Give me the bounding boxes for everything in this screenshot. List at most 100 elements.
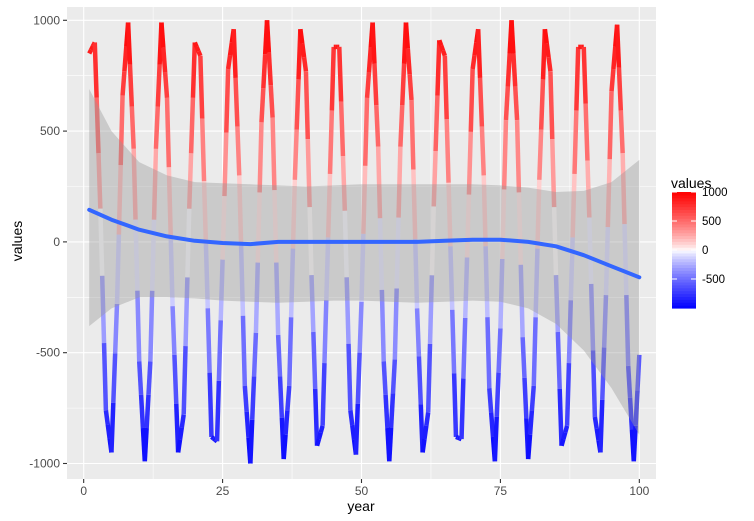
value-line-segment bbox=[114, 234, 122, 304]
value-line-segment bbox=[514, 119, 522, 193]
value-line-segment bbox=[142, 427, 149, 462]
value-line-segment bbox=[357, 301, 364, 353]
value-line-segment bbox=[374, 105, 381, 147]
legend-colorbar-step bbox=[672, 226, 696, 231]
legend-colorbar-step bbox=[672, 247, 696, 251]
value-line-segment bbox=[464, 194, 472, 258]
value-line-segment bbox=[264, 20, 272, 53]
value-line-segment bbox=[403, 22, 411, 49]
value-line-segment bbox=[512, 86, 520, 121]
x-tick-label: 75 bbox=[494, 484, 508, 498]
value-line-segment bbox=[249, 376, 257, 421]
value-line-segment bbox=[238, 245, 246, 316]
value-line-segment bbox=[350, 424, 357, 441]
value-line-segment bbox=[477, 77, 485, 127]
legend-colorbar-step bbox=[672, 212, 696, 216]
legend-colorbar-step bbox=[672, 255, 696, 260]
value-line-segment bbox=[557, 388, 564, 446]
value-line-segment bbox=[520, 337, 527, 378]
legend-colorbar-step bbox=[672, 264, 696, 268]
value-line-segment bbox=[481, 175, 488, 247]
value-line-segment bbox=[225, 55, 233, 70]
value-line-segment bbox=[87, 48, 94, 55]
value-line-segment bbox=[377, 218, 385, 290]
value-line-segment bbox=[488, 412, 496, 438]
value-line-segment bbox=[175, 439, 183, 453]
legend-title: values bbox=[671, 175, 711, 191]
value-line-segment bbox=[185, 208, 192, 278]
value-line-segment bbox=[314, 438, 322, 447]
value-line-segment bbox=[135, 290, 142, 362]
value-line-segment bbox=[375, 146, 383, 219]
value-line-segment bbox=[203, 244, 211, 309]
legend-colorbar-step bbox=[672, 279, 696, 283]
value-line-segment bbox=[585, 160, 592, 218]
value-line-segment bbox=[555, 331, 562, 389]
value-line-segment bbox=[166, 167, 173, 237]
value-line-segment bbox=[355, 352, 362, 404]
value-line-segment bbox=[298, 28, 305, 44]
value-line-segment bbox=[151, 148, 159, 220]
value-line-segment bbox=[633, 390, 640, 426]
value-line-segment bbox=[505, 53, 512, 87]
legend: values 1000 500 0 -500 bbox=[671, 175, 728, 309]
value-line-segment bbox=[433, 95, 440, 152]
value-line-segment bbox=[563, 425, 570, 434]
value-line-segment bbox=[607, 91, 614, 160]
value-line-segment bbox=[500, 189, 507, 259]
y-tick-label: 1000 bbox=[33, 13, 60, 27]
value-line-segment bbox=[572, 110, 579, 175]
value-line-segment bbox=[437, 39, 444, 47]
value-line-segment bbox=[99, 275, 107, 344]
value-line-segment bbox=[244, 411, 251, 438]
value-line-segment bbox=[440, 49, 447, 57]
legend-colorbar-step bbox=[672, 194, 696, 199]
value-line-segment bbox=[483, 246, 490, 318]
value-line-segment bbox=[522, 377, 529, 419]
value-line-segment bbox=[394, 217, 401, 289]
legend-colorbar-step bbox=[672, 299, 696, 303]
value-line-segment bbox=[492, 416, 499, 462]
value-line-segment bbox=[390, 359, 398, 394]
legend-colorbar-step bbox=[672, 276, 696, 280]
value-line-segment bbox=[498, 258, 505, 329]
value-line-segment bbox=[324, 237, 331, 301]
value-line-segment bbox=[240, 315, 248, 386]
value-line-segment bbox=[305, 139, 312, 208]
value-line-segment bbox=[616, 67, 624, 111]
legend-colorbar-step bbox=[672, 302, 696, 306]
value-line-segment bbox=[396, 146, 403, 218]
value-line-segment bbox=[635, 354, 642, 391]
value-line-segment bbox=[288, 248, 296, 318]
value-line-segment bbox=[570, 173, 577, 238]
value-line-segment bbox=[387, 427, 394, 462]
legend-colorbar-step bbox=[672, 284, 696, 289]
value-line-segment bbox=[105, 424, 112, 439]
value-line-segment bbox=[96, 153, 103, 209]
value-line-segment bbox=[527, 410, 535, 435]
value-line-segment bbox=[475, 29, 483, 78]
value-line-segment bbox=[144, 394, 151, 429]
value-line-segment bbox=[161, 47, 168, 73]
value-line-segment bbox=[329, 46, 336, 111]
value-line-segment bbox=[542, 28, 549, 44]
value-line-segment bbox=[372, 63, 379, 106]
value-line-segment bbox=[138, 394, 146, 429]
value-line-segment bbox=[294, 79, 301, 130]
value-line-segment bbox=[600, 347, 607, 401]
value-line-segment bbox=[424, 412, 431, 427]
value-line-segment bbox=[122, 46, 129, 72]
value-line-segment bbox=[509, 20, 516, 54]
value-line-segment bbox=[451, 373, 459, 437]
value-line-segment bbox=[299, 42, 307, 58]
value-line-segment bbox=[131, 148, 138, 220]
value-line-segment bbox=[503, 86, 511, 121]
value-line-segment bbox=[590, 350, 598, 418]
value-line-segment bbox=[518, 264, 525, 338]
value-line-segment bbox=[611, 46, 618, 70]
value-line-segment bbox=[559, 438, 566, 447]
value-line-segment bbox=[620, 153, 627, 225]
value-line-segment bbox=[155, 64, 162, 107]
value-line-segment bbox=[370, 22, 377, 64]
value-line-segment bbox=[198, 55, 205, 119]
